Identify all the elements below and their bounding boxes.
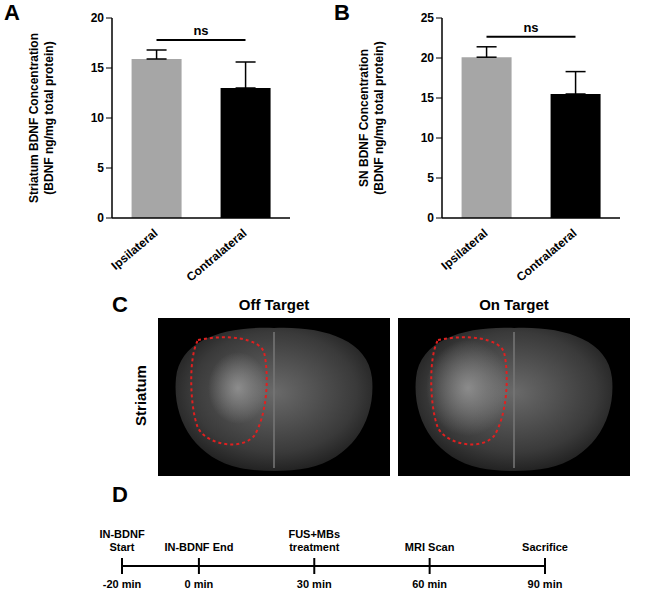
svg-text:10: 10 xyxy=(421,131,435,145)
html-text:B: B xyxy=(334,0,350,25)
svg-text:0: 0 xyxy=(97,211,104,225)
html-text:Off Target: Off Target xyxy=(238,296,310,313)
svg-text:30 min: 30 min xyxy=(297,578,332,590)
svg-text:0: 0 xyxy=(427,211,434,225)
svg-text:SN BDNF Concentration: SN BDNF Concentration xyxy=(357,49,371,187)
html-text:MRI Scan: MRI Scan xyxy=(404,541,455,553)
svg-text:20: 20 xyxy=(91,11,105,25)
svg-text:0 min: 0 min xyxy=(185,578,214,590)
svg-text:Contralateral: Contralateral xyxy=(184,226,250,284)
svg-text:90 min: 90 min xyxy=(528,578,563,590)
svg-text:15: 15 xyxy=(91,61,105,75)
svg-text:5: 5 xyxy=(427,171,434,185)
html-text:Striatum: Striatum xyxy=(131,365,149,426)
html-text:C: C xyxy=(112,292,128,317)
svg-text:25: 25 xyxy=(421,11,435,25)
html-text:On Target: On Target xyxy=(479,296,549,313)
svg-text:Contralateral: Contralateral xyxy=(514,226,580,284)
html-text:D: D xyxy=(112,482,128,507)
svg-text:20: 20 xyxy=(421,51,435,65)
html-text:A: A xyxy=(4,0,20,25)
svg-text:Ipsilateral: Ipsilateral xyxy=(109,226,161,273)
html-text:IN-BDNF Start: IN-BDNF Start xyxy=(99,528,145,553)
svg-text:60 min: 60 min xyxy=(412,578,447,590)
svg-text:15: 15 xyxy=(421,91,435,105)
svg-text:10: 10 xyxy=(91,111,105,125)
svg-text:ns: ns xyxy=(193,23,208,38)
html-text:IN-BDNF End: IN-BDNF End xyxy=(164,541,234,553)
svg-text:Ipsilateral: Ipsilateral xyxy=(439,226,491,273)
svg-text:Striatum BDNF Concentration: Striatum BDNF Concentration xyxy=(27,33,41,203)
html-text:FUS+MBs treatment: FUS+MBs treatment xyxy=(288,528,341,553)
svg-text:-20 min: -20 min xyxy=(103,578,142,590)
svg-text:5: 5 xyxy=(97,161,104,175)
html-text:Sacrifice: Sacrifice xyxy=(522,541,568,553)
svg-text:(BDNF ng/mg total protein): (BDNF ng/mg total protein) xyxy=(372,41,386,194)
svg-text:ns: ns xyxy=(523,20,538,35)
svg-text:(BDNF ng/mg total protein): (BDNF ng/mg total protein) xyxy=(42,41,56,194)
